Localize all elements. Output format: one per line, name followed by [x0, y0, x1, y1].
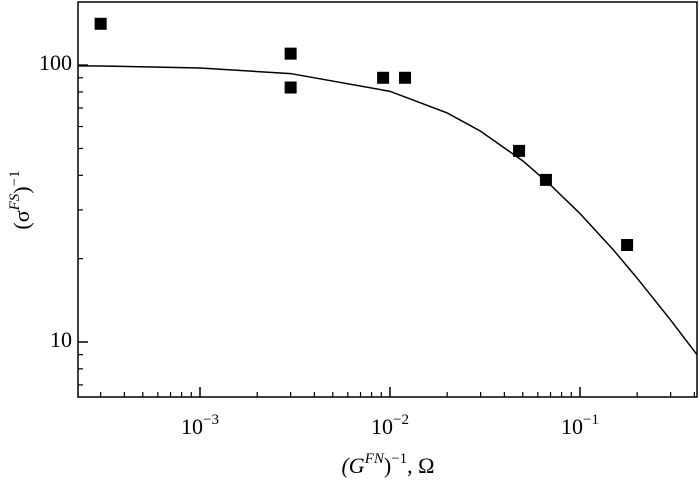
y-axis-label: (σFS)−1 [7, 170, 34, 229]
x-tick-label: 10−2 [371, 412, 409, 439]
fit-curve [77, 65, 698, 356]
data-point [621, 239, 634, 252]
y-tick-label: 10 [50, 327, 72, 352]
data-point [284, 81, 297, 94]
x-tick-label: 10−3 [181, 412, 219, 439]
data-point [284, 47, 297, 60]
data-point [399, 71, 412, 84]
x-tick-label: 10−1 [561, 412, 599, 439]
data-point [513, 144, 526, 157]
plot-frame [77, 1, 698, 398]
data-point [94, 17, 107, 30]
data-point [377, 71, 390, 84]
y-tick-label: 100 [39, 50, 72, 75]
x-axis-label: (GFN)−1, Ω [341, 451, 434, 478]
